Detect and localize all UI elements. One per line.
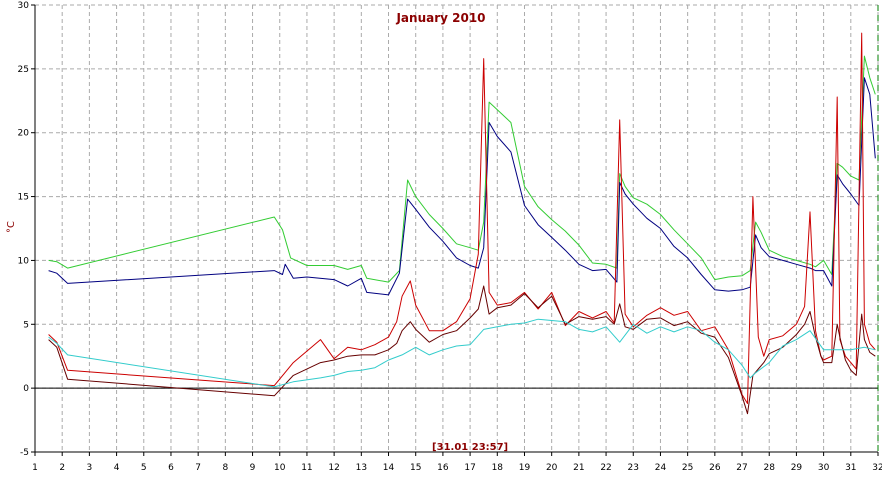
x-tick-label: 30 bbox=[818, 463, 830, 473]
x-tick-label: 4 bbox=[114, 463, 120, 473]
x-tick-label: 17 bbox=[464, 463, 475, 473]
x-tick-label: 10 bbox=[274, 463, 286, 473]
x-tick-label: 23 bbox=[628, 463, 639, 473]
x-tick-label: 14 bbox=[383, 463, 395, 473]
x-tick-label: 28 bbox=[763, 463, 775, 473]
y-tick-label: 0 bbox=[23, 384, 29, 394]
y-tick-label: 5 bbox=[23, 320, 29, 330]
x-tick-label: 16 bbox=[437, 463, 449, 473]
x-tick-label: 1 bbox=[32, 463, 38, 473]
y-tick-label: 15 bbox=[18, 193, 29, 203]
y-tick-label: 25 bbox=[18, 65, 29, 75]
y-axis-label: °C bbox=[6, 221, 17, 233]
x-tick-label: 20 bbox=[546, 463, 558, 473]
x-tick-label: 18 bbox=[492, 463, 504, 473]
series-line-1 bbox=[48, 55, 876, 283]
series-line-5 bbox=[48, 318, 876, 388]
x-tick-label: 31 bbox=[845, 463, 856, 473]
x-tick-label: 7 bbox=[195, 463, 201, 473]
x-tick-label: 2 bbox=[59, 463, 65, 473]
x-tick-label: 25 bbox=[682, 463, 693, 473]
x-tick-label: 27 bbox=[736, 463, 747, 473]
series-lines bbox=[48, 32, 876, 415]
x-tick-label: 29 bbox=[791, 463, 803, 473]
x-tick-label: 5 bbox=[141, 463, 147, 473]
x-tick-label: 26 bbox=[709, 463, 721, 473]
x-tick-label: 3 bbox=[87, 463, 93, 473]
x-tick-label: 15 bbox=[410, 463, 421, 473]
x-tick-label: 21 bbox=[573, 463, 584, 473]
x-tick-label: 19 bbox=[519, 463, 531, 473]
series-line-4 bbox=[48, 285, 876, 415]
timestamp-label: [31.01 23:57] bbox=[432, 442, 508, 453]
y-tick-label: 30 bbox=[18, 1, 30, 11]
x-tick-label: 32 bbox=[872, 463, 882, 473]
y-tick-label: 20 bbox=[18, 129, 30, 139]
y-tick-label: -5 bbox=[20, 448, 29, 458]
x-tick-label: 22 bbox=[600, 463, 611, 473]
x-tick-label: 24 bbox=[655, 463, 667, 473]
x-tick-label: 12 bbox=[328, 463, 339, 473]
x-tick-label: 9 bbox=[250, 463, 256, 473]
y-tick-label: 10 bbox=[18, 256, 30, 266]
x-tick-label: 6 bbox=[168, 463, 174, 473]
chart-title: January 2010 bbox=[395, 11, 485, 25]
series-line-2 bbox=[48, 77, 876, 296]
tick-labels: 1 2 3 4 5 6 7 8 9 10 11 12 13 14 15 16 17 18 19 20 21 22 23 24 2… bbox=[18, 1, 882, 473]
x-tick-label: 8 bbox=[222, 463, 228, 473]
x-tick-label: 11 bbox=[301, 463, 312, 473]
x-tick-label: 13 bbox=[356, 463, 367, 473]
